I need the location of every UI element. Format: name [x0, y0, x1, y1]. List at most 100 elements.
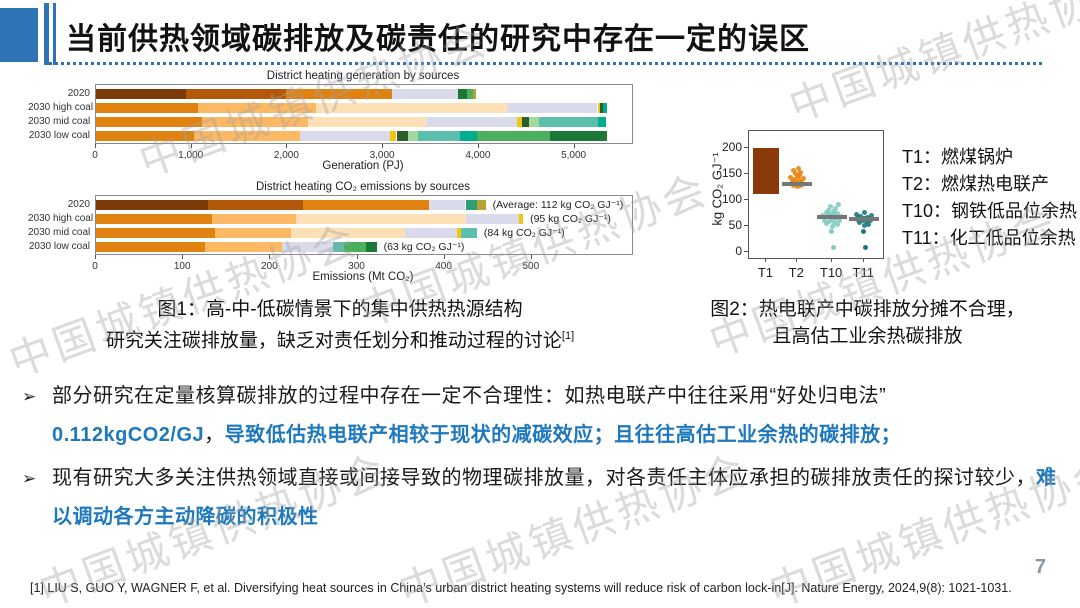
bar-segment [466, 89, 474, 99]
scatter-point [792, 171, 798, 177]
x-tick-label: 3,000 [369, 150, 395, 161]
bar-segment [549, 131, 608, 141]
scatter-x-tick-mark [863, 258, 865, 262]
bar-segment [96, 200, 209, 210]
scatter-point [830, 216, 836, 222]
scatter-point [834, 210, 840, 216]
x-tick-label: 0 [92, 261, 98, 272]
header-accent-square [0, 8, 38, 62]
legend-item-t11: T11：化工低品位余热 [902, 225, 1077, 252]
header-dotted-divider [44, 62, 1042, 65]
scatter-y-tick-mark [744, 198, 748, 200]
x-tick-mark [95, 255, 96, 259]
x-tick-mark [477, 144, 479, 148]
scatter-outlier-point [860, 229, 866, 235]
x-tick-label: 200 [260, 261, 278, 272]
x-tick-mark [269, 255, 271, 259]
bar-segment [333, 242, 344, 252]
header-accent-bar-2 [53, 3, 56, 65]
bar-segment [96, 242, 205, 252]
footer-reference: [1] LIU S, GUO Y, WAGNER F, et al. Diver… [30, 581, 1012, 595]
scatter-plot [748, 130, 884, 259]
bar-segment [391, 89, 458, 99]
y-axis-category-label: 2030 low coal [28, 241, 90, 252]
scatter-point [799, 179, 805, 185]
bullet-text: 现有研究大多关注供热领域直接或间接导致的物理碳排放量，对各责任主体应承担的碳排放… [52, 459, 1057, 537]
bullet-text-segment: 0.112kgCO2/GJ [52, 424, 205, 446]
x-tick-label: 500 [522, 261, 540, 272]
bar-segment [197, 103, 317, 113]
y-axis-category-label: 2020 [67, 199, 90, 210]
x-tick-label: 100 [173, 261, 191, 272]
x-tick-mark [573, 144, 575, 148]
scatter-x-tick-mark [796, 258, 798, 262]
bar-segment [428, 200, 466, 210]
bullet-list: ➢ 部分研究在定量核算碳排放的过程中存在一定不合理性：如热电联产中往往采用“好处归… [22, 377, 1068, 541]
bar-segment [308, 117, 427, 127]
legend-desc: 燃煤锅炉 [941, 147, 1014, 167]
bar-segment [506, 103, 598, 113]
bar-segment [459, 131, 477, 141]
x-tick-label: 400 [435, 261, 452, 272]
x-tick-label: 5,000 [561, 150, 587, 161]
scatter-point [857, 220, 863, 226]
scatter-point [826, 211, 832, 217]
x-tick-mark [95, 144, 96, 148]
scatter-point [861, 223, 867, 229]
x-tick-label: 0 [92, 150, 98, 161]
scatter-point [796, 172, 802, 178]
bar-segment [417, 131, 460, 141]
scatter-point [826, 218, 832, 224]
bar-segment [456, 228, 462, 238]
bar-segment [96, 89, 186, 99]
scatter-median-bar [782, 182, 813, 187]
legend-key: T1： [902, 147, 942, 167]
bar-segment [528, 117, 540, 127]
figure1-caption-ref: [1] [561, 330, 575, 342]
scatter-y-tick-label: 150 [721, 165, 742, 180]
bar-segment [466, 214, 519, 224]
scatter-x-tick-mark [765, 258, 767, 262]
legend-key: T2： [902, 174, 942, 194]
bar-segment [96, 117, 203, 127]
bar-segment [602, 103, 608, 113]
scatter-point [830, 208, 836, 214]
x-tick-label: 4,000 [465, 150, 491, 161]
figure1-caption-line1: 图1：高-中-低碳情景下的集中供热热源结构 [157, 299, 523, 320]
scatter-point [833, 206, 839, 212]
bullet-item: ➢ 现有研究大多关注供热领域直接或间接导致的物理碳排放量，对各责任主体应承担的碳排… [22, 459, 1068, 537]
x-tick-label: 2,000 [273, 150, 299, 161]
bullet-text-segment: 导致低估热电联产相较于现状的减碳效应；且往往高估工业余热的碳排放； [224, 424, 902, 446]
scatter-outlier-point [828, 229, 834, 235]
x-tick-label: 1,000 [178, 150, 204, 161]
scatter-point [792, 177, 798, 183]
scatter-point [836, 202, 842, 208]
bar-segment [96, 214, 212, 224]
bar-segment [281, 242, 333, 252]
scatter-point [854, 211, 860, 217]
scatter-point [824, 220, 830, 226]
bar-annotation: (95 kg CO₂ GJ⁻¹) [530, 213, 611, 225]
scatter-x-tick-label: T10 [819, 265, 843, 280]
bar-segment [343, 242, 367, 252]
scatter-y-tick-mark [744, 224, 748, 226]
bar-segment [214, 228, 292, 238]
y-axis-category-label: 2020 [67, 88, 90, 99]
y-axis-category-label: 2030 high coal [28, 213, 94, 224]
scatter-point [788, 175, 794, 181]
scatter-legend: T1：燃煤锅炉 T2：燃煤热电联产 T10：钢铁低品位余热 T11：化工低品位余… [902, 144, 1077, 252]
bar-segment [186, 89, 286, 99]
legend-desc: 燃煤热电联产 [941, 174, 1050, 194]
scatter-range-bar [753, 147, 780, 195]
legend-item-t2: T2：燃煤热电联产 [902, 171, 1077, 198]
scatter-point [801, 176, 807, 182]
y-axis-category-label: 2030 low coal [28, 130, 90, 141]
scatter-median-bar [849, 216, 880, 221]
watermark-text: 中国城镇供热协会 [782, 0, 1080, 131]
bullet-marker: ➢ [22, 469, 37, 488]
bar-segment [366, 242, 377, 252]
emissions-chart-x-label: Emissions (Mt CO₂) [312, 271, 414, 283]
bar-segment [316, 103, 507, 113]
bar-segment [396, 131, 408, 141]
emissions-chart-title: District heating CO₂ emissions by source… [255, 181, 471, 193]
